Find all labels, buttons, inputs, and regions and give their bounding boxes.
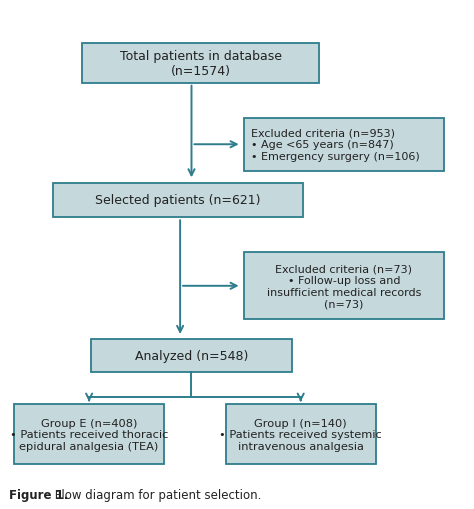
FancyBboxPatch shape	[244, 118, 444, 172]
Text: Excluded criteria (n=73)
• Follow-up loss and
insufficient medical records
(n=73: Excluded criteria (n=73) • Follow-up los…	[267, 264, 421, 308]
Text: Figure 1.: Figure 1.	[9, 488, 69, 501]
FancyBboxPatch shape	[53, 183, 303, 218]
Text: Group I (n=140)
• Patients received systemic
intravenous analgesia: Group I (n=140) • Patients received syst…	[219, 418, 382, 451]
Text: Excluded criteria (n=953)
• Age <65 years (n=847)
• Emergency surgery (n=106): Excluded criteria (n=953) • Age <65 year…	[251, 128, 419, 161]
Text: Flow diagram for patient selection.: Flow diagram for patient selection.	[51, 488, 262, 501]
FancyBboxPatch shape	[14, 404, 164, 465]
Text: Analyzed (n=548): Analyzed (n=548)	[135, 349, 248, 362]
FancyBboxPatch shape	[226, 404, 376, 465]
Text: Group E (n=408)
• Patients received thoracic
epidural analgesia (TEA): Group E (n=408) • Patients received thor…	[10, 418, 168, 451]
FancyBboxPatch shape	[244, 252, 444, 320]
FancyBboxPatch shape	[91, 340, 292, 372]
Text: Total patients in database
(n=1574): Total patients in database (n=1574)	[119, 50, 282, 78]
Text: Selected patients (n=621): Selected patients (n=621)	[95, 194, 261, 207]
FancyBboxPatch shape	[82, 44, 319, 83]
